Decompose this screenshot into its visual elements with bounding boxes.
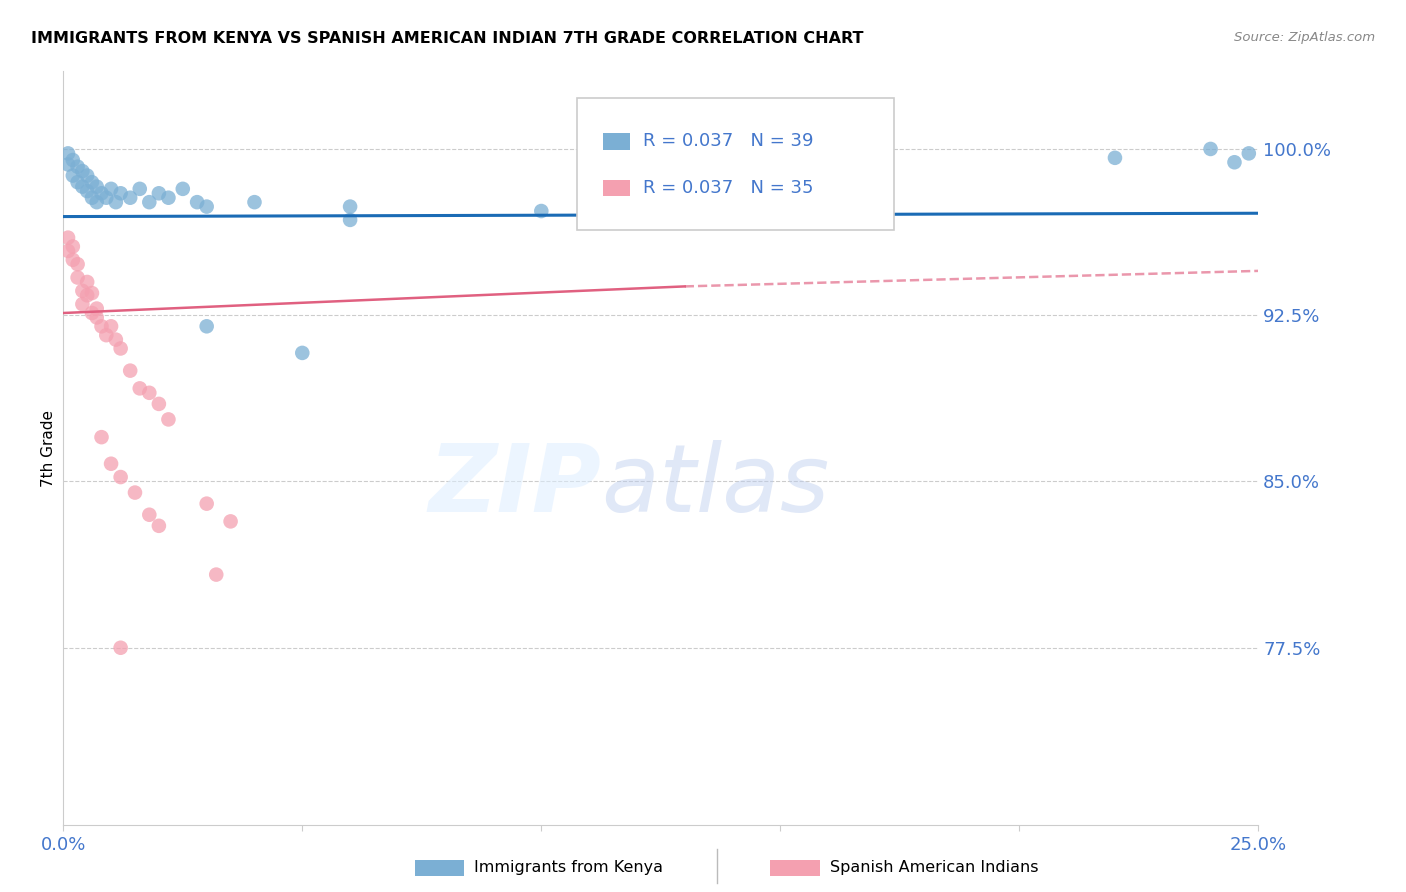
Point	[172, 182, 194, 196]
Point	[128, 381, 150, 395]
Point	[72, 297, 94, 311]
Point	[530, 204, 553, 219]
Point	[157, 191, 180, 205]
Point	[104, 333, 127, 347]
Point	[72, 164, 94, 178]
Point	[86, 301, 108, 316]
Point	[148, 397, 170, 411]
Point	[56, 146, 79, 161]
Point	[817, 204, 839, 219]
Point	[1199, 142, 1222, 156]
Point	[128, 182, 150, 196]
Point	[76, 169, 98, 183]
Point	[1237, 146, 1260, 161]
Point	[291, 346, 314, 360]
Text: atlas: atlas	[602, 441, 830, 532]
Point	[66, 270, 89, 285]
Text: Source: ZipAtlas.com: Source: ZipAtlas.com	[1234, 31, 1375, 45]
Point	[148, 518, 170, 533]
Point	[96, 328, 118, 343]
Point	[138, 508, 160, 522]
Point	[243, 195, 266, 210]
Point	[56, 244, 79, 258]
Point	[110, 342, 132, 356]
Point	[673, 213, 696, 227]
Text: R = 0.037   N = 39: R = 0.037 N = 39	[643, 132, 814, 151]
Bar	[603, 133, 630, 150]
Point	[219, 515, 242, 529]
Point	[66, 257, 89, 271]
Point	[124, 485, 146, 500]
Point	[100, 457, 122, 471]
Point	[56, 157, 79, 171]
Point	[62, 153, 84, 167]
Point	[80, 191, 103, 205]
Bar	[603, 180, 630, 196]
FancyBboxPatch shape	[578, 98, 894, 229]
Point	[148, 186, 170, 201]
Point	[96, 191, 118, 205]
Point	[120, 191, 142, 205]
Point	[76, 288, 98, 302]
Point	[104, 195, 127, 210]
Point	[66, 175, 89, 189]
Point	[195, 497, 218, 511]
Point	[138, 195, 160, 210]
Point	[339, 213, 361, 227]
Point	[110, 470, 132, 484]
Point	[76, 275, 98, 289]
Point	[195, 319, 218, 334]
Point	[195, 200, 218, 214]
Text: IMMIGRANTS FROM KENYA VS SPANISH AMERICAN INDIAN 7TH GRADE CORRELATION CHART: IMMIGRANTS FROM KENYA VS SPANISH AMERICA…	[31, 31, 863, 46]
Point	[86, 195, 108, 210]
Text: R = 0.037   N = 35: R = 0.037 N = 35	[643, 179, 814, 197]
Y-axis label: 7th Grade: 7th Grade	[41, 409, 56, 487]
Point	[72, 179, 94, 194]
Point	[138, 385, 160, 400]
Point	[62, 252, 84, 267]
Point	[56, 230, 79, 244]
Point	[90, 319, 112, 334]
Point	[157, 412, 180, 426]
Point	[80, 175, 103, 189]
Point	[110, 640, 132, 655]
Point	[186, 195, 208, 210]
Point	[100, 182, 122, 196]
Point	[110, 186, 132, 201]
Text: Immigrants from Kenya: Immigrants from Kenya	[474, 861, 662, 875]
Point	[72, 284, 94, 298]
Point	[100, 319, 122, 334]
Point	[80, 286, 103, 301]
Text: Spanish American Indians: Spanish American Indians	[830, 861, 1038, 875]
Text: ZIP: ZIP	[429, 440, 602, 532]
Point	[86, 310, 108, 325]
Point	[339, 200, 361, 214]
Point	[62, 239, 84, 253]
Point	[1223, 155, 1246, 169]
Point	[90, 186, 112, 201]
Point	[80, 306, 103, 320]
Point	[76, 184, 98, 198]
Point	[66, 160, 89, 174]
Point	[120, 364, 142, 378]
Point	[1104, 151, 1126, 165]
Point	[205, 567, 228, 582]
Point	[86, 179, 108, 194]
Point	[90, 430, 112, 444]
Point	[62, 169, 84, 183]
